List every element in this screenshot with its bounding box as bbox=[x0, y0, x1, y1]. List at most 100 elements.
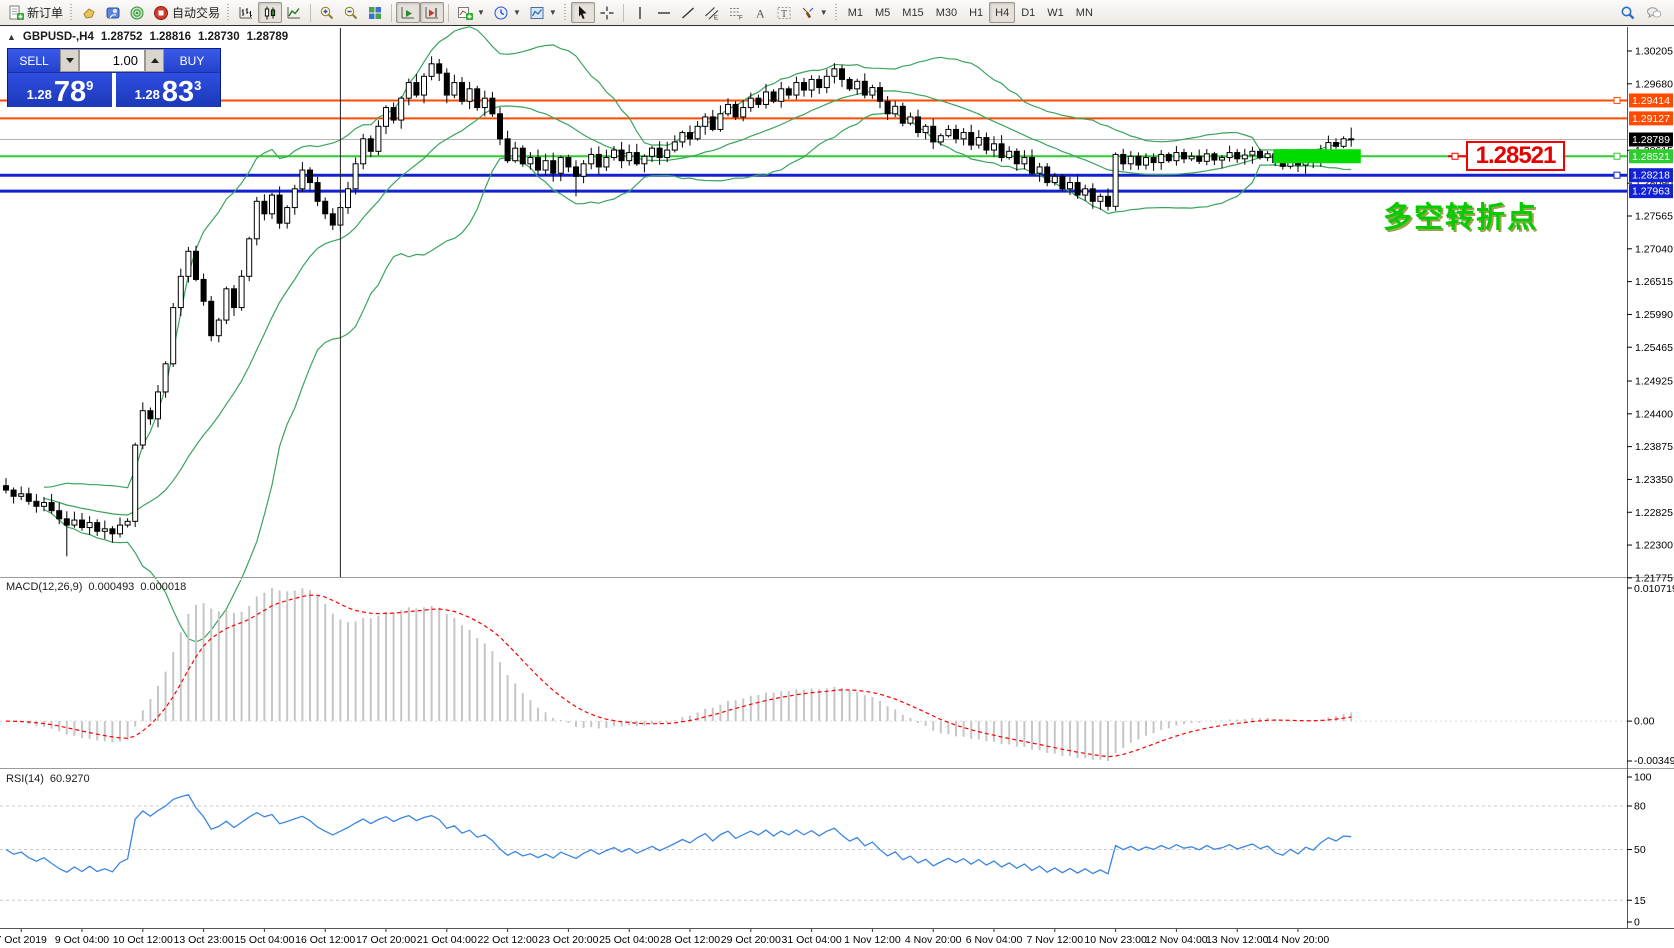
sell-price-prefix: 1.28 bbox=[26, 87, 52, 102]
toolbar-grip bbox=[834, 3, 839, 22]
hline-anchor[interactable] bbox=[1613, 152, 1621, 160]
crosshair-button[interactable] bbox=[595, 2, 619, 23]
periods-button[interactable]: ▼ bbox=[489, 2, 525, 23]
candlestick-chart-icon bbox=[264, 6, 276, 19]
templates-button[interactable]: ▼ bbox=[525, 2, 561, 23]
spinner-up-icon bbox=[150, 58, 159, 63]
buy-button[interactable]: BUY bbox=[164, 49, 220, 72]
spinner-down-icon bbox=[65, 58, 74, 63]
svg-text:17 Oct 20:00: 17 Oct 20:00 bbox=[356, 934, 416, 946]
text-button[interactable]: A bbox=[748, 2, 772, 23]
new-order-icon bbox=[9, 5, 24, 20]
tile-windows-button[interactable] bbox=[363, 2, 387, 23]
svg-text:1.23875: 1.23875 bbox=[1635, 441, 1673, 453]
text-label-icon: T bbox=[777, 6, 791, 20]
svg-text:10 Nov 23:00: 10 Nov 23:00 bbox=[1084, 934, 1147, 946]
toolbar-grip bbox=[70, 3, 75, 22]
bar-chart-button[interactable] bbox=[234, 2, 258, 23]
chart-shift-icon bbox=[425, 6, 439, 18]
autotrading-icon bbox=[154, 5, 169, 20]
svg-text:21 Oct 04:00: 21 Oct 04:00 bbox=[417, 934, 477, 946]
text-label-button[interactable]: T bbox=[772, 2, 796, 23]
highlight-rectangle[interactable] bbox=[1273, 149, 1361, 164]
fibonacci-button[interactable]: F bbox=[724, 2, 748, 23]
toolbar-separator bbox=[622, 3, 624, 22]
timeframe-button-group: M1 M5 M15 M30 H1 H4 D1 W1 MN bbox=[842, 2, 1099, 23]
svg-text:31 Oct 04:00: 31 Oct 04:00 bbox=[782, 934, 842, 946]
templates-icon bbox=[530, 6, 544, 19]
price-callout-box[interactable]: 1.28521 bbox=[1466, 141, 1565, 171]
auto-scroll-button[interactable] bbox=[396, 2, 421, 23]
chart-shift-button[interactable] bbox=[420, 2, 445, 23]
price-axis[interactable]: 1.302051.296801.286151.280901.275651.270… bbox=[1627, 46, 1673, 585]
search-icon[interactable] bbox=[1620, 5, 1636, 21]
bollinger-lower-band[interactable] bbox=[43, 112, 1352, 643]
sell-price-big: 78 bbox=[53, 76, 87, 108]
svg-text:0.010719: 0.010719 bbox=[1634, 583, 1674, 595]
svg-text:100: 100 bbox=[1634, 772, 1652, 784]
symbol-name: GBPUSD-,H4 bbox=[22, 31, 94, 43]
timeframe-d1-button[interactable]: D1 bbox=[1015, 2, 1041, 23]
turning-point-text[interactable]: 多空转折点 bbox=[1383, 202, 1539, 234]
sell-button[interactable]: SELL bbox=[8, 49, 60, 72]
svg-text:1.29127: 1.29127 bbox=[1632, 113, 1670, 125]
svg-text:1.22825: 1.22825 bbox=[1635, 507, 1673, 519]
vertical-line-button[interactable] bbox=[628, 2, 652, 23]
volume-increase-button[interactable] bbox=[145, 49, 164, 72]
dropdown-caret-icon: ▼ bbox=[512, 8, 521, 17]
autotrading-button[interactable]: 自动交易 bbox=[149, 2, 224, 23]
timeframe-h1-button[interactable]: H1 bbox=[963, 2, 989, 23]
market-watch-button[interactable] bbox=[77, 2, 101, 23]
zoom-out-button[interactable] bbox=[339, 2, 363, 23]
svg-text:16 Oct 12:00: 16 Oct 12:00 bbox=[295, 934, 355, 946]
sell-price-display[interactable]: 1.28 78 9 bbox=[8, 73, 112, 107]
equidistant-channel-icon: E bbox=[704, 6, 719, 21]
svg-text:14 Nov 20:00: 14 Nov 20:00 bbox=[1267, 934, 1330, 946]
hline-anchor[interactable] bbox=[1613, 171, 1621, 179]
candlestick-chart-button[interactable] bbox=[258, 2, 283, 23]
chat-icon[interactable] bbox=[1646, 5, 1662, 21]
timeframe-m5-button[interactable]: M5 bbox=[869, 2, 896, 23]
indicators-button[interactable]: ▼ bbox=[453, 2, 489, 23]
timeframe-w1-button[interactable]: W1 bbox=[1041, 2, 1070, 23]
timeframe-m15-button[interactable]: M15 bbox=[896, 2, 929, 23]
volume-decrease-button[interactable] bbox=[60, 49, 79, 72]
time-axis[interactable]: 7 Oct 2019 9 Oct 04:00 10 Oct 12:00 13 Oct … bbox=[0, 929, 1329, 946]
rsi-label: RSI(14) 60.9270 bbox=[6, 773, 90, 785]
cursor-icon bbox=[578, 5, 587, 19]
buy-price-prefix: 1.28 bbox=[134, 87, 160, 102]
hline-anchor[interactable] bbox=[1613, 96, 1621, 104]
svg-text:E: E bbox=[714, 15, 718, 21]
timeframe-mn-button[interactable]: MN bbox=[1070, 2, 1099, 23]
zoom-in-button[interactable] bbox=[315, 2, 339, 23]
macd-name: MACD(12,26,9) bbox=[6, 581, 83, 593]
zoom-in-icon bbox=[320, 6, 334, 19]
toolbar-grip bbox=[563, 3, 568, 22]
bollinger-middle-band[interactable] bbox=[43, 90, 1352, 516]
trendline-button[interactable] bbox=[676, 2, 700, 23]
timeframe-m30-button[interactable]: M30 bbox=[930, 2, 963, 23]
svg-text:T: T bbox=[781, 9, 787, 20]
arrows-button[interactable]: ▼ bbox=[796, 2, 832, 23]
vertical-line-icon bbox=[639, 6, 641, 19]
collapse-arrow-icon[interactable]: ▲ bbox=[7, 32, 16, 42]
equidistant-channel-button[interactable]: E bbox=[700, 2, 724, 23]
timeframe-h4-button[interactable]: H4 bbox=[989, 2, 1016, 23]
cursor-button[interactable] bbox=[570, 2, 595, 23]
timeframe-m1-button[interactable]: M1 bbox=[842, 2, 869, 23]
line-chart-button[interactable] bbox=[282, 2, 306, 23]
buy-price-display[interactable]: 1.28 83 3 bbox=[116, 73, 220, 107]
bar-chart-icon bbox=[239, 6, 253, 18]
signals-button[interactable] bbox=[125, 2, 149, 23]
svg-text:1.22300: 1.22300 bbox=[1635, 540, 1673, 552]
volume-input[interactable]: 1.00 bbox=[79, 49, 145, 72]
one-click-trading-panel: SELL 1.00 BUY 1.28 78 9 1.28 83 3 bbox=[7, 48, 221, 107]
data-window-button[interactable] bbox=[101, 2, 125, 23]
horizontal-line-button[interactable] bbox=[652, 2, 676, 23]
rsi-value: 60.9270 bbox=[49, 773, 90, 785]
svg-text:6 Nov 04:00: 6 Nov 04:00 bbox=[966, 934, 1023, 946]
candles-group bbox=[3, 56, 1355, 557]
auto-scroll-icon bbox=[401, 6, 415, 18]
new-order-button[interactable]: 新订单 bbox=[4, 2, 67, 23]
